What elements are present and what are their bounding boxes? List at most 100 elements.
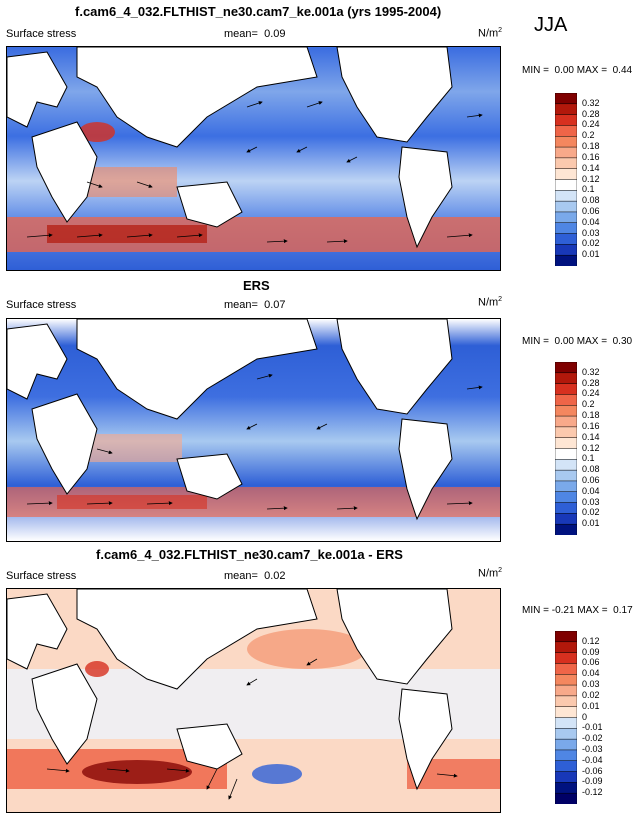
colorbar-3-label: -0.12 [582, 787, 603, 798]
colorbar-1-label: 0.08 [582, 195, 600, 206]
colorbar-1-label: 0.01 [582, 249, 600, 260]
colorbar-3-swatch [554, 782, 578, 794]
colorbar-2-swatch [554, 459, 578, 471]
colorbar-2-label: 0.04 [582, 485, 600, 496]
panel-1-variable: Surface stress [6, 28, 77, 40]
colorbar-2-swatch [554, 448, 578, 460]
panel-3-mean: mean= 0.02 [224, 570, 286, 582]
colorbar-2-swatch [554, 523, 578, 536]
panel-1-title: f.cam6_4_032.FLTHIST_ne30.cam7_ke.001a (… [75, 4, 442, 19]
colorbar-3-swatch [554, 630, 578, 643]
colorbar-1-swatch [554, 190, 578, 202]
colorbar-3-swatch [554, 760, 578, 773]
panel-1-southern-core [47, 225, 207, 243]
colorbar-1-swatch [554, 125, 578, 137]
colorbar-1-swatch [554, 157, 578, 170]
panel-1-mean: mean= 0.09 [224, 28, 286, 40]
colorbar-3-label: -0.04 [582, 754, 603, 765]
colorbar-3-swatch [554, 695, 578, 708]
panel-1-max-label: MAX = [576, 65, 608, 76]
panel-3-africa-land [31, 663, 98, 765]
panel-2-asia-land [76, 319, 318, 420]
panel-2-africa-land [31, 393, 98, 495]
colorbar-3-label: 0.09 [582, 646, 600, 657]
panel-2-mean: mean= 0.07 [224, 299, 286, 311]
panel-1-continents [7, 47, 453, 249]
panel-3-continents [7, 589, 453, 791]
panel-1-europe-land [7, 51, 68, 128]
colorbar-2-label: 0.06 [582, 474, 600, 485]
panel-1-min-label: MIN = [522, 65, 549, 76]
colorbar-2-label: 0.14 [582, 431, 600, 442]
colorbar-2-label: 0.01 [582, 518, 600, 529]
panel-2-minmax: MIN = 0.00 MAX = 0.30 [522, 336, 632, 347]
panel-1-south-america-land [398, 146, 453, 249]
colorbar-1-swatch [554, 114, 578, 126]
colorbar-2-label: 0.32 [582, 366, 600, 377]
colorbar-1-swatch [554, 179, 578, 191]
panel-3-map-svg [7, 589, 500, 812]
colorbar-3-label: 0.06 [582, 657, 600, 668]
colorbar-1-label: 0.12 [582, 173, 600, 184]
colorbar-2-label: 0.2 [582, 399, 595, 410]
panel-2-north-america-land [336, 319, 453, 415]
colorbar-1-swatch [554, 200, 578, 213]
panel-2-vectors [26, 373, 483, 511]
panel-2-max-value: 0.30 [612, 336, 633, 347]
panel-3-mean-label: mean= [224, 570, 258, 582]
colorbar-3-label: 0.04 [582, 668, 600, 679]
panel-2-min-label: MIN = [522, 336, 549, 347]
colorbar-2-swatch [554, 437, 578, 450]
panel-3-max-label: MAX = [577, 605, 608, 616]
panel-3-minmax: MIN = -0.21 MAX = 0.17 [522, 605, 633, 616]
colorbar-3-label: 0.02 [582, 689, 600, 700]
colorbar-1-swatch [554, 92, 578, 105]
panel-1-australia-land [176, 181, 243, 228]
panel-3-north-america-land [336, 589, 453, 685]
panel-2-southern-core [57, 495, 207, 509]
panel-1-units: N/m2 [478, 27, 502, 40]
colorbar-2-swatch [554, 426, 578, 439]
colorbar-3-svg [554, 630, 578, 805]
colorbar-1-swatch [554, 244, 578, 256]
panel-3-asia-land [76, 589, 318, 690]
colorbar-3-swatch [554, 674, 578, 686]
panel-2-australia-land [176, 453, 243, 500]
panel-2-south-america-land [398, 418, 453, 521]
colorbar-1-label: 0.04 [582, 216, 600, 227]
colorbar-1-label: 0.28 [582, 108, 600, 119]
colorbar-1-swatch [554, 211, 578, 224]
colorbar-2-svg [554, 361, 578, 536]
panel-3-variable: Surface stress [6, 570, 77, 582]
panel-2-title: ERS [243, 278, 270, 293]
panel-2-units-text: N/m [478, 296, 499, 309]
colorbar-1-label: 0.18 [582, 141, 600, 152]
colorbar-2-swatch [554, 415, 578, 428]
panel-1-minmax: MIN = 0.00 MAX = 0.44 [522, 65, 632, 76]
panel-3-min-label: MIN = [522, 605, 549, 616]
panel-2-variable: Surface stress [6, 299, 77, 311]
colorbar-1-swatch [554, 254, 578, 267]
panel-1-min-value: 0.00 [554, 65, 574, 76]
colorbar-1-label: 0.32 [582, 97, 600, 108]
panel-1-map-svg [7, 47, 500, 270]
colorbar-1-swatch [554, 168, 578, 181]
colorbar-1-swatch [554, 146, 578, 159]
panel-2-min-value: 0.00 [554, 336, 574, 347]
panel-1-africa-land [31, 121, 98, 223]
colorbar-2-label: 0.12 [582, 442, 600, 453]
colorbar-2-label: 0.1 [582, 453, 595, 464]
panel-3-units-sup: 2 [498, 567, 503, 574]
panel-3-map [6, 588, 501, 813]
colorbar-2-swatch [554, 383, 578, 395]
colorbar-2-swatch [554, 361, 578, 374]
colorbar-3-swatch [554, 652, 578, 664]
colorbar-3-label: -0.03 [582, 743, 603, 754]
colorbar-3-swatch [554, 641, 578, 654]
colorbar-1-label: 0.03 [582, 227, 600, 238]
panel-2-map-svg [7, 319, 500, 541]
colorbar-2-swatch [554, 513, 578, 525]
panel-2-max-label: MAX = [576, 336, 608, 347]
colorbar-1-swatch [554, 222, 578, 235]
colorbar-2-label: 0.08 [582, 464, 600, 475]
